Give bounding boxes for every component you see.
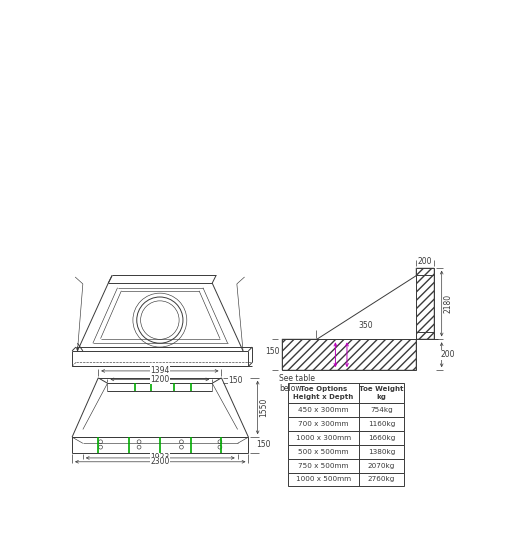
Text: Toe Weight
kg: Toe Weight kg [359, 387, 404, 400]
Text: 150: 150 [256, 441, 271, 449]
Polygon shape [316, 276, 416, 339]
Text: 700 x 300mm: 700 x 300mm [298, 421, 349, 427]
Text: 500 x 500mm: 500 x 500mm [298, 449, 349, 455]
Polygon shape [282, 339, 416, 370]
Text: See table
below: See table below [279, 374, 315, 393]
Text: 754kg: 754kg [370, 407, 393, 413]
Text: 1550: 1550 [260, 398, 268, 417]
Text: 1160kg: 1160kg [368, 421, 396, 427]
Bar [287, 403, 404, 417]
Bar [287, 459, 404, 472]
Text: 1660kg: 1660kg [368, 435, 396, 441]
Bar [287, 383, 404, 403]
Text: 2760kg: 2760kg [368, 476, 396, 482]
Text: 1000 x 500mm: 1000 x 500mm [296, 476, 351, 482]
Text: 2180: 2180 [444, 294, 452, 313]
Bar [287, 417, 404, 431]
Text: 150: 150 [265, 347, 279, 356]
Text: 2300: 2300 [150, 457, 170, 466]
Text: 150: 150 [228, 376, 242, 385]
Bar [287, 445, 404, 459]
Text: 1200: 1200 [150, 375, 170, 384]
Text: Toe Options
Height x Depth: Toe Options Height x Depth [293, 387, 354, 400]
Text: 200: 200 [418, 257, 432, 266]
Text: 450 x 300mm: 450 x 300mm [298, 407, 349, 413]
Text: 1394: 1394 [150, 366, 170, 376]
Text: 750 x 500mm: 750 x 500mm [298, 463, 349, 469]
Bar [287, 431, 404, 445]
Text: 2070kg: 2070kg [368, 463, 396, 469]
Text: 1923: 1923 [150, 453, 170, 463]
Text: 1000 x 300mm: 1000 x 300mm [296, 435, 351, 441]
Polygon shape [416, 268, 434, 339]
Text: 200: 200 [440, 350, 455, 359]
Text: 350: 350 [359, 321, 373, 330]
Bar [287, 472, 404, 486]
Text: 1380kg: 1380kg [368, 449, 396, 455]
